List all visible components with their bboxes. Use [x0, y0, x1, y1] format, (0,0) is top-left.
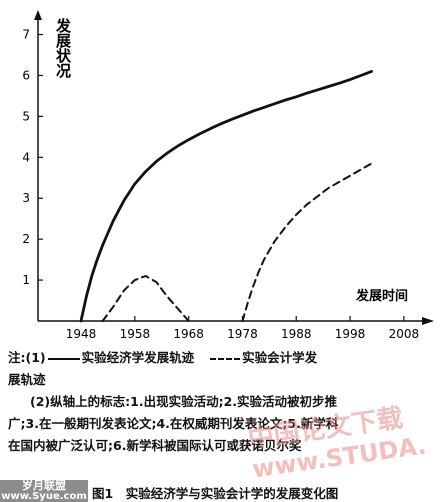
- y-tick-label: 3: [22, 191, 30, 205]
- notes: 注:(1) 实验经济学发展轨迹 实验会计学发 展轨迹 (2)纵轴上的标志:1.出现实…: [8, 347, 440, 457]
- axes: [34, 10, 434, 325]
- source-name: 岁月联盟: [22, 479, 66, 492]
- series-2-segment-2-line: [241, 162, 373, 322]
- x-tick-label: 1968: [173, 327, 204, 341]
- legend-dashed-label: 实验会计学发: [242, 350, 318, 365]
- legend-dashed-swatch: [210, 357, 241, 360]
- series-1-line: [79, 70, 374, 323]
- y-tick-label: 6: [22, 68, 30, 82]
- y-tick-label: 2: [22, 232, 30, 246]
- y-tick-label: 4: [22, 150, 30, 164]
- note-line-2: 展轨迹: [8, 372, 46, 387]
- source-url: www.Syue.com: [1, 491, 87, 502]
- figure-caption: 图1 实验经济学与实验会计学的发展变化图: [92, 486, 339, 501]
- note-line-3: (2)纵轴上的标志:1.出现实验活动;2.实验活动被初步推: [30, 394, 338, 409]
- source-logo: 岁月联盟 www.Syue.com: [0, 480, 88, 502]
- x-ticks: 1948 1958 1968 1978 1988 1998 2008: [66, 316, 419, 341]
- chart: 发展状况 1 2 3 4 5 6 7 1948 1958 1968 1978 1988 1998 200…: [22, 10, 434, 341]
- y-tick-label: 1: [22, 273, 30, 287]
- note-line-4: 广;3.在一般期刊发表论文;4.在权威期刊发表论文;5.新学科: [8, 416, 339, 431]
- note-line-5: 在国内被广泛认可;6.新学科被国际认可或获诺贝尔奖: [8, 438, 302, 453]
- x-axis-title: 发展时间: [355, 288, 408, 304]
- caption: 岁月联盟 www.Syue.com 图1 实验经济学与实验会计学的发展变化图: [0, 480, 448, 502]
- y-tick-label: 7: [22, 28, 30, 42]
- x-tick-label: 1978: [227, 327, 258, 341]
- series-2-segment-1-line: [101, 275, 190, 322]
- x-tick-label: 1988: [281, 327, 312, 341]
- x-tick-label: 1948: [66, 327, 97, 341]
- x-tick-label: 1958: [120, 327, 151, 341]
- series-group: [79, 70, 374, 323]
- note-prefix: 注:(1): [8, 350, 46, 365]
- note-line-1: 注:(1) 实验经济学发展轨迹 实验会计学发: [8, 347, 440, 369]
- x-tick-label: 2008: [389, 327, 420, 341]
- y-tick-label: 5: [22, 109, 30, 123]
- y-axis-arrow: [34, 10, 42, 20]
- legend-solid-label: 实验经济学发展轨迹: [81, 350, 195, 365]
- x-tick-label: 1998: [335, 327, 366, 341]
- x-axis-arrow: [422, 317, 434, 325]
- y-ticks: 1 2 3 4 5 6 7: [22, 28, 43, 287]
- legend-solid-swatch: [47, 357, 80, 360]
- y-axis-title: 发展状况: [54, 17, 72, 79]
